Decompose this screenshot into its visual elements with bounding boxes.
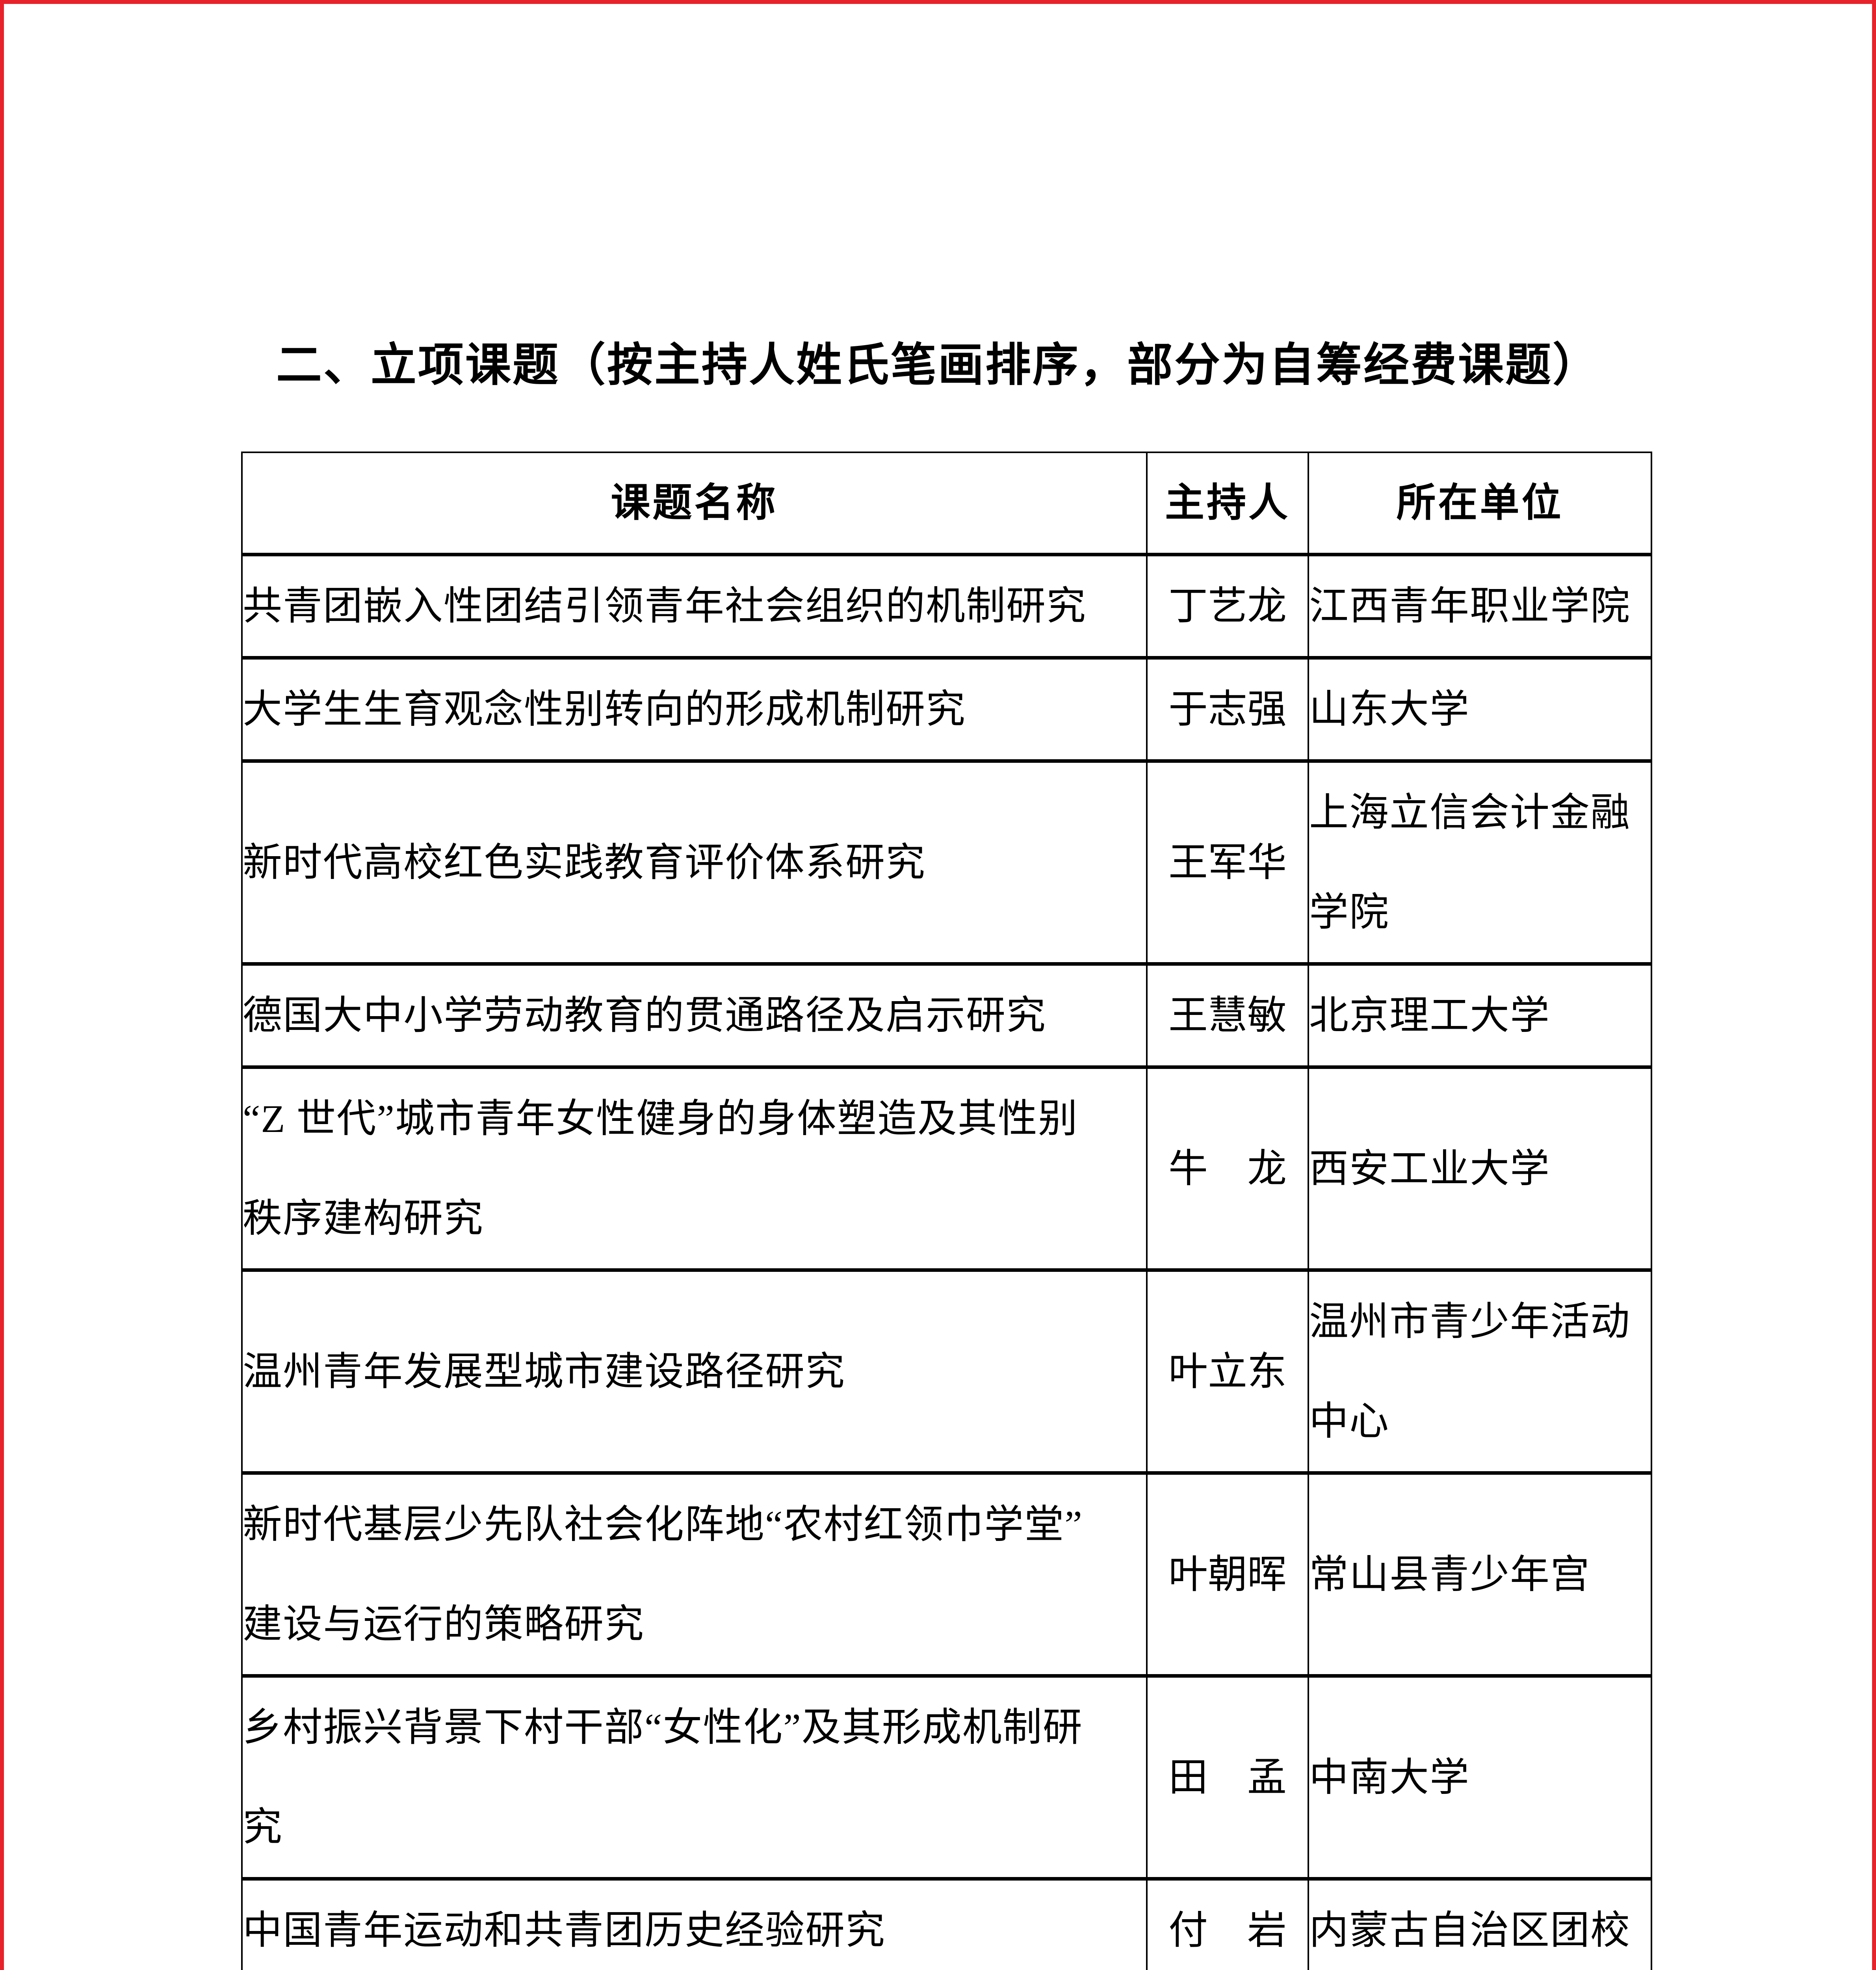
leader-cell: 王军华	[1146, 759, 1309, 965]
unit-cell: 内蒙古自治区团校	[1308, 1877, 1652, 1970]
project-title-cell: 温州青年发展型城市建设路径研究	[241, 1268, 1148, 1474]
unit-cell: 中南大学	[1308, 1674, 1652, 1880]
unit-cell: 江西青年职业学院	[1308, 553, 1652, 659]
table-row: 乡村振兴背景下村干部“女性化”及其形成机制研 究 田 孟 中南大学	[241, 1674, 1652, 1880]
project-title-cell: 新时代基层少先队社会化阵地“农村红领巾学堂” 建设与运行的策略研究	[241, 1471, 1148, 1677]
projects-table: 课题名称 主持人 所在单位 共青团嵌入性团结引领青年社会组织的机制研究 丁艺龙 …	[241, 452, 1652, 1970]
leader-cell: 王慧敏	[1146, 962, 1309, 1068]
project-title-cell: 中国青年运动和共青团历史经验研究	[241, 1877, 1148, 1970]
page-title: 二、立项课题（按主持人姓氏笔画排序，部分为自筹经费课题）	[276, 340, 1600, 391]
table-row: 新时代基层少先队社会化阵地“农村红领巾学堂” 建设与运行的策略研究 叶朝晖 常山…	[241, 1471, 1652, 1677]
table-row: 共青团嵌入性团结引领青年社会组织的机制研究 丁艺龙 江西青年职业学院	[241, 553, 1652, 659]
project-title-cell: 共青团嵌入性团结引领青年社会组织的机制研究	[241, 553, 1148, 659]
unit-cell: 常山县青少年宫	[1308, 1471, 1652, 1677]
table-row: 大学生生育观念性别转向的形成机制研究 于志强 山东大学	[241, 656, 1652, 762]
table-row: 温州青年发展型城市建设路径研究 叶立东 温州市青少年活动 中心	[241, 1268, 1652, 1474]
unit-cell: 温州市青少年活动 中心	[1308, 1268, 1652, 1474]
unit-cell: 上海立信会计金融 学院	[1308, 759, 1652, 965]
leader-cell: 田 孟	[1146, 1674, 1309, 1880]
unit-cell: 西安工业大学	[1308, 1065, 1652, 1271]
project-title-cell: 德国大中小学劳动教育的贯通路径及启示研究	[241, 962, 1148, 1068]
leader-cell: 叶立东	[1146, 1268, 1309, 1474]
unit-cell: 北京理工大学	[1308, 962, 1652, 1068]
column-header-leader: 主持人	[1146, 452, 1309, 556]
project-title-cell: 大学生生育观念性别转向的形成机制研究	[241, 656, 1148, 762]
project-title-cell: 新时代高校红色实践教育评价体系研究	[241, 759, 1148, 965]
leader-cell: 牛 龙	[1146, 1065, 1309, 1271]
leader-cell: 付 岩	[1146, 1877, 1309, 1970]
table-row: “Z 世代”城市青年女性健身的身体塑造及其性别 秩序建构研究 牛 龙 西安工业大…	[241, 1065, 1652, 1271]
project-title-cell: “Z 世代”城市青年女性健身的身体塑造及其性别 秩序建构研究	[241, 1065, 1148, 1271]
table-row: 德国大中小学劳动教育的贯通路径及启示研究 王慧敏 北京理工大学	[241, 962, 1652, 1068]
table-row: 中国青年运动和共青团历史经验研究 付 岩 内蒙古自治区团校	[241, 1877, 1652, 1970]
leader-cell: 叶朝晖	[1146, 1471, 1309, 1677]
table-row: 新时代高校红色实践教育评价体系研究 王军华 上海立信会计金融 学院	[241, 759, 1652, 965]
column-header-unit: 所在单位	[1308, 452, 1652, 556]
column-header-project-title: 课题名称	[241, 452, 1148, 556]
leader-cell: 丁艺龙	[1146, 553, 1309, 659]
unit-cell: 山东大学	[1308, 656, 1652, 762]
project-title-cell: 乡村振兴背景下村干部“女性化”及其形成机制研 究	[241, 1674, 1148, 1880]
leader-cell: 于志强	[1146, 656, 1309, 762]
table-header-row: 课题名称 主持人 所在单位	[241, 452, 1652, 556]
